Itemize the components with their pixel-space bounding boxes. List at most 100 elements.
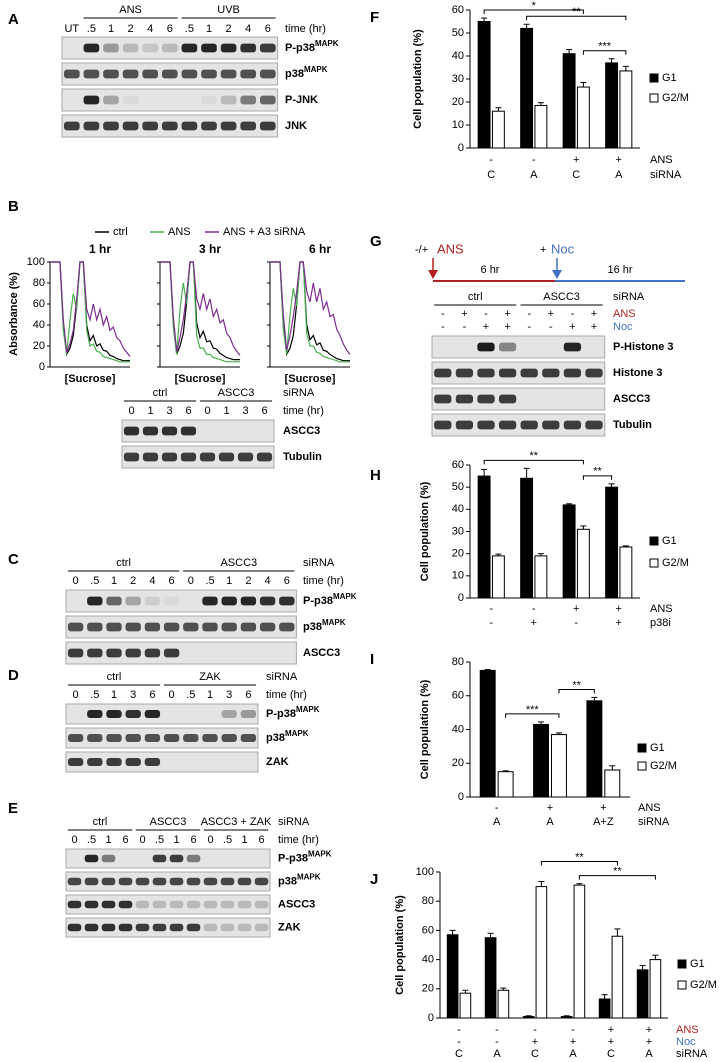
group-axis-label: siRNA [266,671,298,683]
significance-bracket [578,875,656,880]
band [125,648,141,658]
band [101,900,116,909]
y-tick-label: 20 [33,340,45,352]
significance-bracket [540,860,618,866]
lane-label: 3 [226,689,232,701]
group-axis-label: siRNA [278,816,310,828]
condition-label: Noc [676,1036,696,1048]
band [64,96,80,105]
row-label: P-p38MAPK [303,592,357,607]
band [202,734,218,742]
condition-value: + [547,802,553,814]
blot-strip [65,703,259,725]
row-label: p38MAPK [285,65,328,80]
band [477,394,495,404]
lane-label: - [527,308,531,320]
legend-swatch [637,743,647,753]
band [455,368,474,378]
y-tick-label: 40 [452,503,464,515]
y-tick-label: 0 [458,592,464,604]
legend-label: ANS + A3 siRNA [223,226,306,238]
band [67,923,82,932]
condition-value: - [495,1024,499,1036]
significance-label: ** [593,466,602,478]
band [220,900,235,909]
lane-label: 1 [226,575,232,587]
condition-value: + [616,154,622,166]
band [122,43,139,53]
panel-letter: E [8,800,18,817]
bar [619,70,633,149]
band [202,758,217,766]
y-tick-label: 20 [422,983,434,995]
row-label: ASCC3 [278,898,315,910]
row-label: P-p38MAPK [266,705,320,720]
band [64,44,80,53]
row-label: ZAK [278,921,301,933]
lane-label: + [504,308,510,320]
lane-label: 4 [265,575,271,587]
band [142,43,159,53]
band [219,427,234,436]
bar [446,934,459,1019]
lane-label: .5 [87,834,96,846]
band [101,854,116,863]
arrow-head [552,270,562,279]
y-tick-label: 50 [452,27,464,39]
band [221,710,237,718]
band [122,95,139,105]
significance-label: ** [575,851,584,863]
legend-swatch [649,558,659,568]
group-label: ASCC3 [218,387,255,399]
y-tick-label: 100 [416,866,434,878]
panel-letter: G [370,233,382,250]
lane-label: 4 [149,575,155,587]
lane-label: 6 [149,689,155,701]
timeline-text: -/+ [415,244,428,256]
band [240,734,257,742]
band [123,426,140,436]
band [498,342,517,352]
row-label: p38MAPK [278,872,321,887]
band [585,395,602,404]
band [125,710,141,718]
x-axis-label: [Sucrose] [65,373,116,385]
band [186,854,201,863]
band [67,648,84,658]
band [542,420,560,430]
arrow-head [428,270,438,279]
y-tick-label: 40 [33,319,45,331]
band [136,855,150,863]
band [237,452,254,462]
y-tick-label: 0 [39,361,45,373]
band [237,900,252,909]
condition-value: A [530,169,538,181]
lane-label: 0 [73,575,79,587]
band [101,923,116,932]
row-label: ASCC3 [283,425,320,437]
band [434,343,451,352]
group-label: ASCC3 [543,291,580,303]
bar [534,104,548,149]
band [183,622,199,632]
band [241,649,256,658]
band [201,43,217,53]
panel-letter: B [8,198,19,215]
y-tick-label: 20 [452,757,464,769]
lane-label: 4 [147,23,153,35]
significance-label: ** [572,679,581,691]
lane-label: 0 [188,575,194,587]
bar [497,989,510,1019]
band [67,734,84,742]
band [498,420,517,430]
condition-value: - [571,1024,575,1036]
blot-strip [431,361,606,385]
band [240,121,257,131]
row-label: ZAK [266,756,289,768]
band [83,43,100,53]
band [186,877,201,886]
band [125,758,141,766]
band [169,900,184,909]
band [240,622,257,632]
y-tick-label: 40 [452,723,464,735]
